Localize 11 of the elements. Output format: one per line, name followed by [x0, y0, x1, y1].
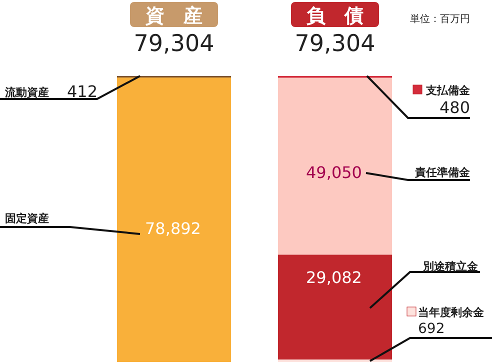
x-tick-label: 負 債: [306, 5, 364, 27]
data-label: 692: [418, 321, 445, 337]
data-label: 29,082: [306, 268, 362, 287]
total-label: 79,304: [134, 31, 214, 57]
text: 単位：百万円: [410, 13, 470, 25]
x-tick-label: 資 産: [144, 5, 202, 27]
data-label: 49,050: [306, 163, 362, 182]
data-label: 412: [67, 82, 98, 101]
total-label: 79,304: [294, 31, 376, 57]
data-label: 78,892: [145, 219, 201, 238]
data-label: 480: [439, 98, 470, 117]
